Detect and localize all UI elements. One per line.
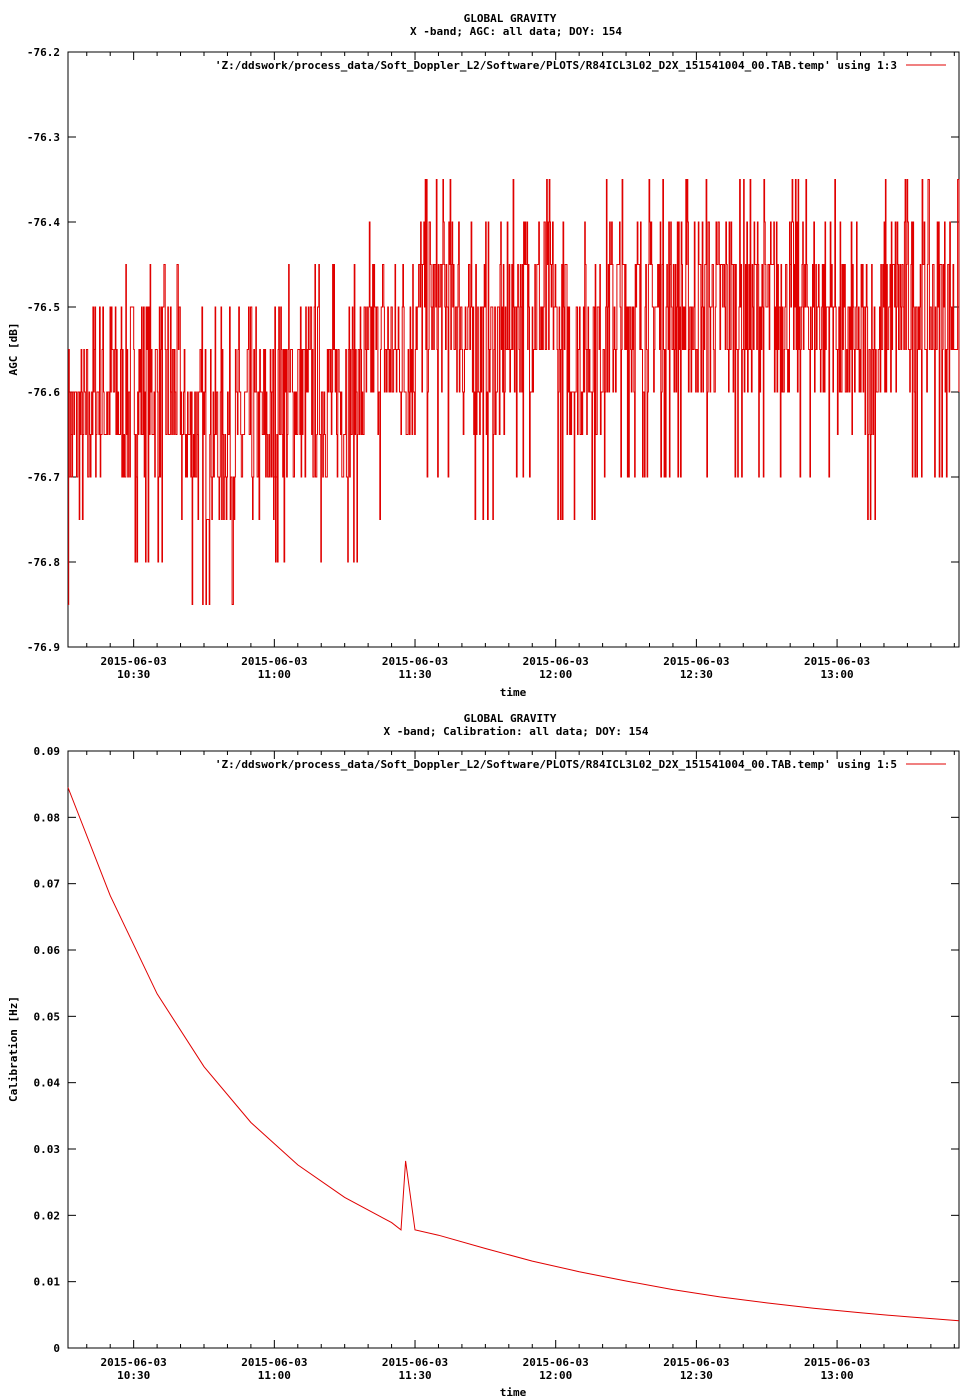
y-tick-label: 0.09 (34, 745, 61, 758)
x-tick-date: 2015-06-03 (804, 1356, 870, 1369)
y-tick-label: -76.2 (27, 46, 60, 59)
y-tick-label: 0.05 (34, 1010, 61, 1023)
y-tick-label: 0.08 (34, 811, 61, 824)
x-tick-time: 11:30 (398, 668, 431, 681)
calibration-chart: GLOBAL GRAVITY X -band; Calibration: all… (7, 712, 960, 1399)
y-tick-label: -76.7 (27, 471, 60, 484)
x-tick-time: 11:30 (398, 1369, 431, 1382)
x-tick-time: 12:00 (539, 1369, 572, 1382)
y-tick-label: -76.9 (27, 641, 60, 654)
x-tick-time: 12:00 (539, 668, 572, 681)
x-ticks: 2015-06-0310:302015-06-0311:002015-06-03… (86, 751, 955, 1382)
x-tick-time: 13:00 (821, 1369, 854, 1382)
x-tick-date: 2015-06-03 (382, 655, 448, 668)
y-tick-label: -76.5 (27, 301, 60, 314)
y-tick-label: 0.07 (34, 878, 61, 891)
x-tick-time: 11:00 (258, 1369, 291, 1382)
x-ticks: 2015-06-0310:302015-06-0311:002015-06-03… (86, 52, 955, 681)
x-tick-date: 2015-06-03 (663, 655, 729, 668)
y-tick-label: -76.4 (27, 216, 60, 229)
y-axis-label: AGC [dB] (7, 323, 20, 376)
y-tick-label: -76.6 (27, 386, 60, 399)
x-tick-date: 2015-06-03 (663, 1356, 729, 1369)
x-tick-date: 2015-06-03 (241, 1356, 307, 1369)
y-tick-label: 0 (53, 1342, 60, 1355)
x-tick-time: 10:30 (117, 668, 150, 681)
x-tick-date: 2015-06-03 (804, 655, 870, 668)
calibration-series-line (67, 787, 960, 1322)
x-tick-time: 12:30 (680, 1369, 713, 1382)
x-tick-date: 2015-06-03 (101, 1356, 167, 1369)
x-tick-date: 2015-06-03 (523, 655, 589, 668)
x-tick-time: 12:30 (680, 668, 713, 681)
x-axis-label: time (500, 1386, 527, 1399)
x-tick-date: 2015-06-03 (241, 655, 307, 668)
legend-label: 'Z:/ddswork/process_data/Soft_Doppler_L2… (215, 59, 897, 72)
chart-subtitle: X -band; AGC: all data; DOY: 154 (410, 25, 622, 38)
agc-series-line (68, 179, 960, 605)
x-tick-time: 13:00 (821, 668, 854, 681)
x-tick-date: 2015-06-03 (382, 1356, 448, 1369)
x-tick-date: 2015-06-03 (523, 1356, 589, 1369)
y-tick-label: 0.03 (34, 1143, 61, 1156)
y-tick-label: 0.06 (34, 944, 61, 957)
y-tick-label: 0.01 (34, 1276, 61, 1289)
y-tick-label: 0.04 (34, 1077, 61, 1090)
x-tick-date: 2015-06-03 (101, 655, 167, 668)
y-ticks: -76.2 -76.3 -76.4 -76.5 -76.6 -76.7 -76.8 -76.9 (27, 46, 959, 654)
chart-title: GLOBAL GRAVITY (464, 712, 557, 725)
x-tick-time: 11:00 (258, 668, 291, 681)
agc-chart: GLOBAL GRAVITY X -band; AGC: all data; D… (7, 12, 960, 699)
chart-subtitle: X -band; Calibration: all data; DOY: 154 (384, 725, 649, 738)
x-axis-label: time (500, 686, 527, 699)
y-ticks: 0 0.01 0.02 0.03 0.04 0.05 0.06 0.07 0.08 0.09 (34, 745, 959, 1355)
x-tick-time: 10:30 (117, 1369, 150, 1382)
chart-title: GLOBAL GRAVITY (464, 12, 557, 25)
y-tick-label: -76.3 (27, 131, 60, 144)
y-tick-label: -76.8 (27, 556, 60, 569)
y-tick-label: 0.02 (34, 1209, 61, 1222)
legend-label: 'Z:/ddswork/process_data/Soft_Doppler_L2… (215, 758, 897, 771)
plot-frame (67, 750, 960, 1349)
y-axis-label: Calibration [Hz] (7, 996, 20, 1102)
